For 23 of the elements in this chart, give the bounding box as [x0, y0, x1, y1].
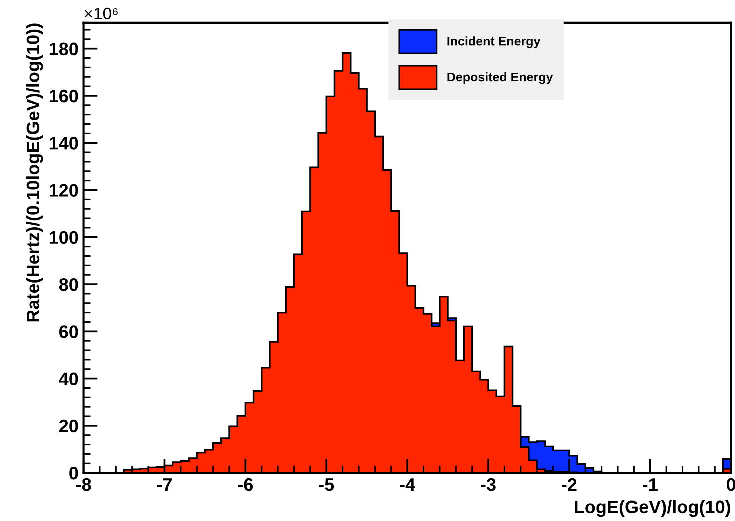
legend-label: Deposited Energy: [448, 72, 554, 84]
x-tick-label: -6: [238, 478, 254, 492]
x-tick-label: -2: [562, 478, 577, 492]
text: ×10⁶: [84, 8, 118, 20]
y-tick-label: 0: [70, 467, 78, 480]
legend-label: Incident Energy: [448, 36, 541, 48]
y-tick-label: 160: [50, 90, 78, 103]
y-tick-label: 80: [59, 278, 78, 292]
y-tick-label: 40: [59, 372, 78, 386]
y-tick-label: 60: [60, 326, 78, 338]
y-tick-label: 140: [50, 137, 78, 150]
x-tick-label: -3: [481, 478, 496, 492]
x-tick-label: -4: [400, 478, 416, 492]
x-tick-label: -1: [643, 478, 658, 492]
x-axis-title: LogE(GeV)/log(10): [575, 500, 730, 518]
y-tick-label: 120: [50, 184, 78, 197]
x-tick-label: -8: [76, 478, 92, 492]
x-tick-label: -7: [157, 478, 172, 492]
y-tick-label: 180: [50, 42, 78, 56]
x-tick-label: -5: [319, 478, 334, 492]
y-tick-label: 20: [59, 420, 78, 433]
y-tick-label: 100: [50, 231, 78, 244]
y-axis-title: Rate(Hertz)/(0.10logE(GeV)/log(10)): [26, 24, 44, 322]
